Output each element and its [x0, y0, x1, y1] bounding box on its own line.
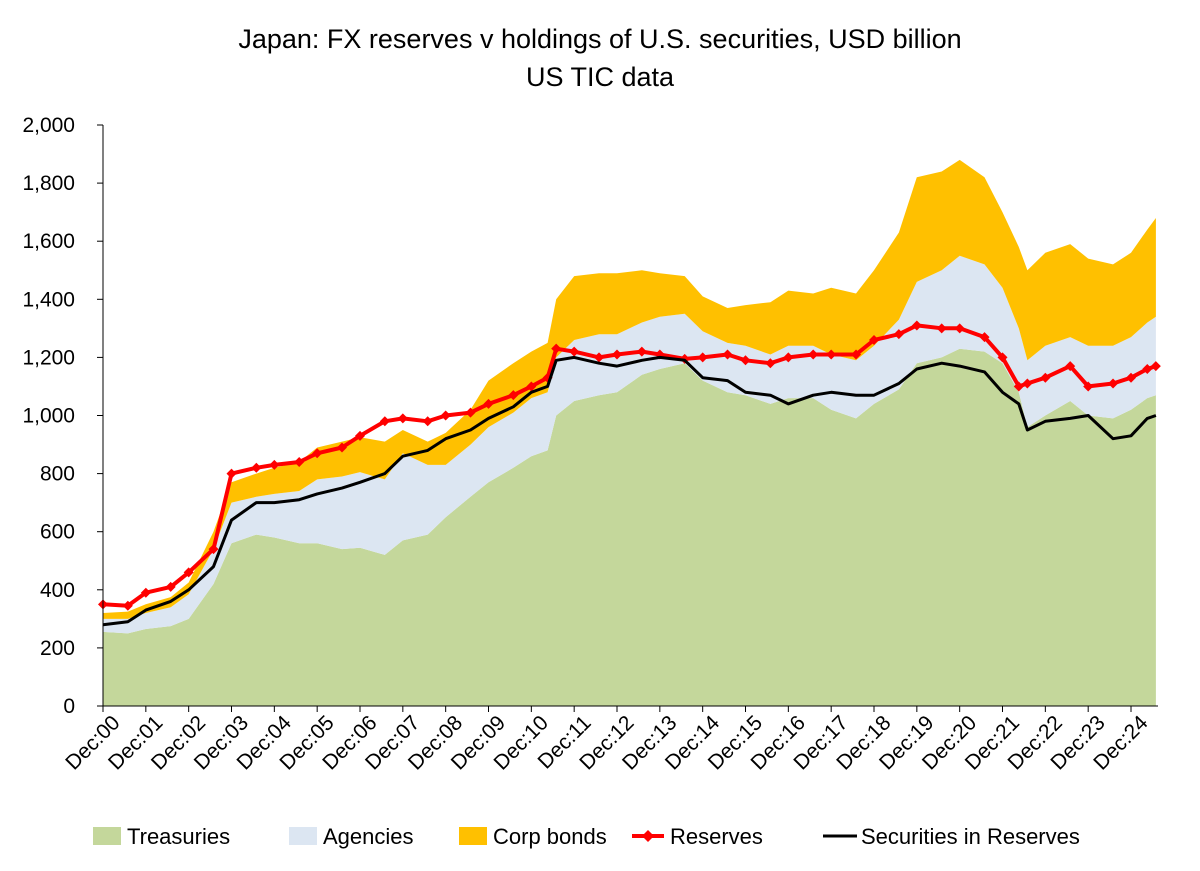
marker-reserves	[208, 544, 219, 555]
marker-reserves	[808, 349, 819, 360]
y-tick-label: 2,000	[22, 114, 75, 137]
y-tick-label: 400	[40, 579, 75, 602]
marker-reserves	[826, 349, 837, 360]
marker-reserves	[312, 448, 323, 459]
legend-label-corp-bonds: Corp bonds	[493, 824, 607, 849]
marker-reserves	[140, 587, 151, 598]
marker-reserves	[183, 567, 194, 578]
legend-label-securities-in-reserves: Securities in Reserves	[861, 824, 1080, 849]
marker-reserves	[954, 323, 965, 334]
legend-swatch-treasuries	[93, 827, 121, 845]
y-tick-label: 0	[63, 695, 75, 718]
marker-reserves	[422, 416, 433, 427]
marker-reserves	[269, 459, 280, 470]
marker-reserves	[465, 407, 476, 418]
marker-reserves	[379, 416, 390, 427]
marker-reserves	[979, 332, 990, 343]
marker-reserves	[226, 468, 237, 479]
y-tick-label: 1,800	[22, 172, 75, 195]
marker-reserves	[294, 456, 305, 467]
marker-reserves	[122, 600, 133, 611]
marker-reserves	[636, 346, 647, 357]
marker-reserves	[1040, 372, 1051, 383]
legend-label-treasuries: Treasuries	[127, 824, 230, 849]
marker-reserves	[869, 334, 880, 345]
marker-reserves	[397, 413, 408, 424]
marker-reserves	[355, 430, 366, 441]
y-tick-label: 1,000	[22, 405, 75, 428]
marker-reserves	[1022, 378, 1033, 389]
marker-reserves	[936, 323, 947, 334]
chart-title: Japan: FX reserves v holdings of U.S. se…	[238, 24, 961, 54]
marker-reserves	[594, 352, 605, 363]
area-treasuries	[103, 348, 1156, 706]
marker-reserves	[997, 352, 1008, 363]
marker-reserves	[551, 343, 562, 354]
legend-marker-reserves	[642, 830, 654, 842]
marker-reserves	[1013, 381, 1024, 392]
marker-reserves	[1108, 378, 1119, 389]
legend-swatch-corp-bonds	[459, 827, 487, 845]
marker-reserves	[251, 462, 262, 473]
y-tick-label: 600	[40, 521, 75, 544]
marker-reserves	[851, 349, 862, 360]
y-tick-label: 1,400	[22, 288, 75, 311]
y-tick-label: 1,600	[22, 230, 75, 253]
marker-reserves	[508, 390, 519, 401]
marker-reserves	[1126, 372, 1137, 383]
y-tick-label: 200	[40, 637, 75, 660]
line-securities-in-reserves	[102, 355, 1157, 627]
marker-reserves	[483, 398, 494, 409]
marker-reserves	[526, 381, 537, 392]
marker-reserves	[765, 358, 776, 369]
area-corp-bonds	[103, 159, 1156, 619]
marker-reserves	[740, 355, 751, 366]
legend-label-reserves: Reserves	[670, 824, 763, 849]
marker-reserves	[165, 581, 176, 592]
marker-reserves	[1142, 364, 1153, 375]
areas-layer	[103, 159, 1156, 706]
marker-reserves	[1083, 381, 1094, 392]
legend: Treasuries Agencies Corp bonds Reserves Secu…	[93, 824, 1080, 849]
marker-reserves	[612, 349, 623, 360]
marker-reserves	[1065, 361, 1076, 372]
marker-reserves	[569, 346, 580, 357]
marker-reserves	[893, 329, 904, 340]
marker-reserves	[783, 352, 794, 363]
marker-reserves	[911, 320, 922, 331]
marker-reserves	[440, 410, 451, 421]
lines-layer	[98, 320, 1161, 627]
area-agencies	[103, 255, 1156, 634]
y-tick-label: 1,200	[22, 346, 75, 369]
marker-reserves	[697, 352, 708, 363]
marker-reserves	[1150, 361, 1161, 372]
marker-reserves	[337, 442, 348, 453]
legend-swatch-agencies	[289, 827, 317, 845]
legend-label-agencies: Agencies	[323, 824, 414, 849]
marker-reserves	[722, 349, 733, 360]
chart-subtitle: US TIC data	[526, 62, 675, 92]
y-tick-label: 800	[40, 463, 75, 486]
